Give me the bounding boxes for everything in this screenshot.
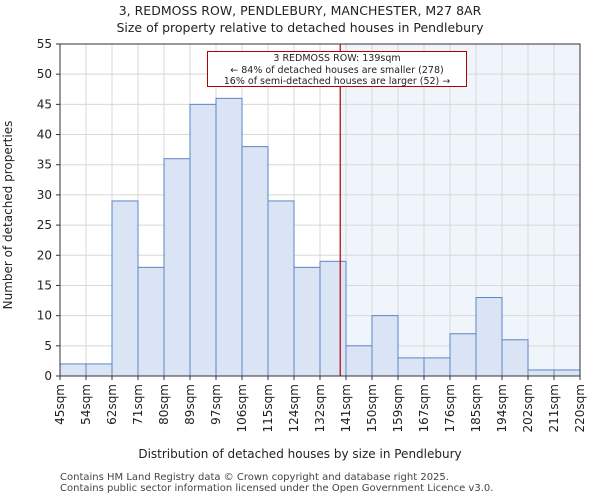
bar (189, 103, 217, 377)
bar (293, 266, 321, 377)
x-tick-label: 159sqm (391, 384, 405, 432)
x-tick-label: 220sqm (573, 384, 587, 432)
chart-title: 3, REDMOSS ROW, PENDLEBURY, MANCHESTER, … (118, 3, 482, 18)
y-tick-label: 40 (37, 128, 52, 142)
bar (345, 345, 373, 377)
x-tick-label: 62sqm (105, 384, 119, 425)
x-tick-label: 132sqm (313, 384, 327, 432)
bar (59, 363, 87, 377)
bar (215, 97, 243, 377)
y-tick-label: 20 (37, 248, 52, 262)
bar (527, 369, 555, 377)
x-tick-label: 194sqm (495, 384, 509, 432)
footer-line-1: Contains HM Land Registry data © Crown c… (60, 472, 449, 483)
x-tick-label: 71sqm (131, 384, 145, 425)
x-tick-label: 97sqm (209, 384, 223, 425)
bar (163, 158, 191, 377)
bar (137, 266, 165, 377)
y-tick-label: 5 (44, 339, 52, 353)
y-tick-label: 45 (37, 97, 52, 111)
x-tick-label: 80sqm (157, 384, 171, 425)
x-tick-label: 141sqm (339, 384, 353, 432)
bar (449, 333, 477, 377)
x-tick-label: 124sqm (287, 384, 301, 432)
bar (475, 297, 503, 377)
x-tick-label: 115sqm (261, 384, 275, 432)
x-tick-label: 167sqm (417, 384, 431, 432)
x-tick-label: 89sqm (183, 384, 197, 425)
bar (553, 369, 581, 377)
bar (397, 357, 425, 377)
bar (319, 260, 347, 377)
bar (371, 315, 399, 377)
bar (241, 146, 269, 377)
bar (85, 363, 113, 377)
bar (501, 339, 529, 377)
x-tick-label: 54sqm (79, 384, 93, 425)
y-tick-label: 35 (37, 158, 52, 172)
y-tick-label: 50 (37, 67, 52, 81)
y-tick-label: 0 (44, 369, 52, 383)
y-tick-label: 10 (37, 309, 52, 323)
x-tick-label: 106sqm (235, 384, 249, 432)
annotation-line-1: 3 REDMOSS ROW: 139sqm (273, 53, 401, 64)
x-axis-label: Distribution of detached houses by size … (138, 447, 462, 461)
bar (423, 357, 451, 377)
bar (267, 200, 295, 377)
chart-subtitle: Size of property relative to detached ho… (116, 20, 484, 35)
x-tick-label: 185sqm (469, 384, 483, 432)
bar (111, 200, 139, 377)
x-tick-label: 211sqm (547, 384, 561, 432)
y-tick-label: 15 (37, 278, 52, 292)
annotation-line-2: ← 84% of detached houses are smaller (27… (230, 64, 444, 76)
annotation-line-3: 16% of semi-detached houses are larger (… (223, 76, 451, 87)
marker-annotation: 3 REDMOSS ROW: 139sqm ← 84% of detached … (207, 51, 467, 87)
x-tick-label: 150sqm (365, 384, 379, 432)
y-tick-label: 25 (37, 218, 52, 232)
x-tick-label: 202sqm (521, 384, 535, 432)
y-axis-label: Number of detached properties (1, 120, 15, 310)
x-tick-label: 45sqm (53, 384, 67, 425)
footer-line-2: Contains public sector information licen… (60, 483, 494, 494)
y-tick-label: 55 (37, 37, 52, 51)
x-tick-label: 176sqm (443, 384, 457, 432)
y-tick-label: 30 (37, 188, 52, 202)
